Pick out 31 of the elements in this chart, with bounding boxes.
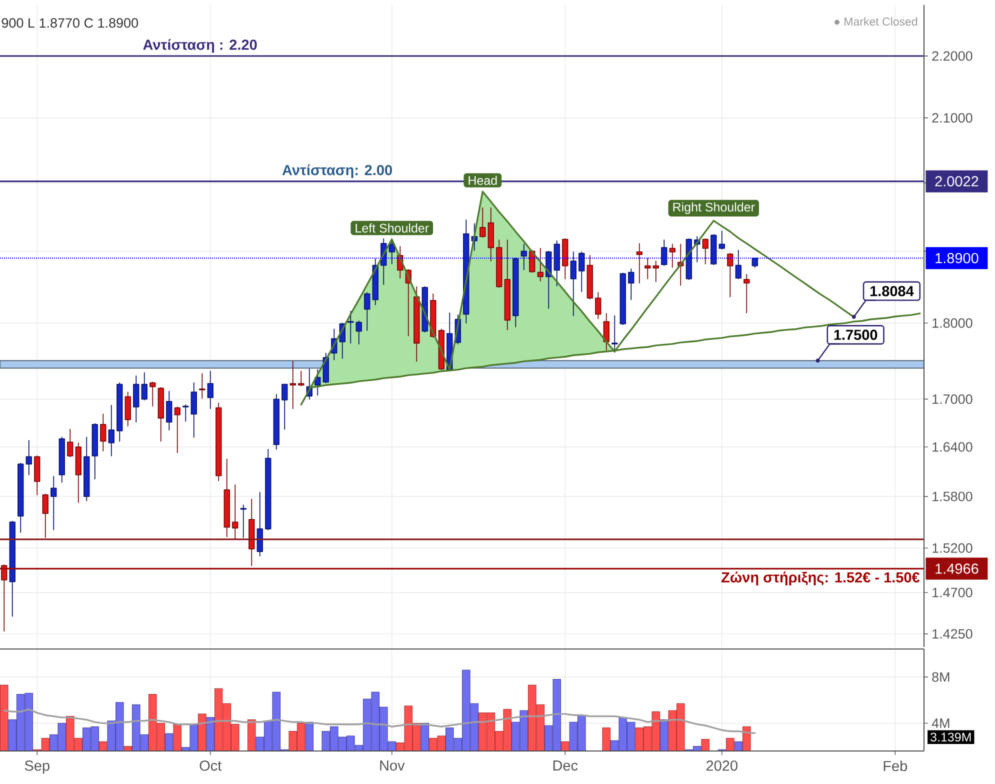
y-tick-label: 1.8000 — [932, 318, 972, 328]
y-tick-label: 4M — [932, 718, 950, 728]
data-label: 1.8084 — [870, 286, 914, 296]
y-tick-label: 1.4250 — [932, 629, 972, 639]
y-tick-label: 1.5800 — [932, 492, 972, 502]
x-tick-label: Oct — [200, 760, 222, 771]
y-tick-label: 1.4700 — [932, 588, 972, 598]
annotation: Ζώνη στήριξης: 1.52€ - 1.50€ — [721, 572, 920, 586]
x-tick-label: Nov — [380, 760, 405, 771]
ref-line-label: 2.0022 — [935, 176, 978, 186]
ref-line-label: 1.8900 — [936, 253, 978, 264]
y-tick-label: 2.1000 — [932, 113, 972, 123]
y-tick-label: 8M — [932, 672, 950, 682]
annotation: Right Shoulder — [673, 202, 755, 214]
annotation: ● Market Closed — [834, 17, 918, 26]
y-tick-label: 1.7000 — [932, 394, 972, 404]
x-tick-label: Sep — [24, 760, 50, 774]
band-label: 1.7500 — [834, 330, 878, 340]
y-tick-label: 1.6400 — [932, 442, 972, 452]
annotation: Αντίσταση: 2.00 — [282, 164, 392, 178]
x-tick-label: 2020 — [706, 760, 738, 771]
annotation: Αντίσταση : 2.20 — [143, 39, 257, 53]
y-tick-label: 1.5200 — [932, 543, 972, 553]
y-tick-label: 2.2000 — [932, 51, 972, 61]
ref-line-label: 1.4966 — [936, 564, 978, 574]
x-tick-label: Dec — [553, 760, 578, 771]
annotation: 900 L 1.8770 C 1.8900 — [2, 18, 138, 28]
x-tick-label: Feb — [884, 760, 908, 772]
annotation: Head — [468, 176, 497, 185]
y-tick-label: 3.139M — [930, 732, 971, 742]
annotation: Left Shoulder — [356, 223, 429, 233]
